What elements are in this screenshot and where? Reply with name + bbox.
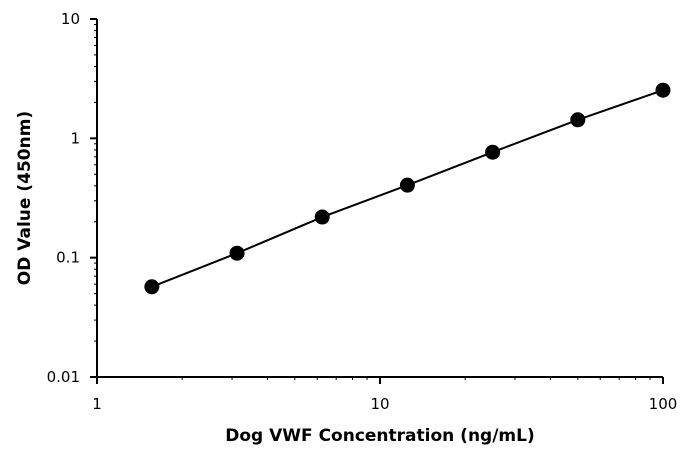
y-tick-label: 0.01	[47, 368, 80, 386]
x-tick-label: 100	[649, 395, 678, 413]
x-tick-label: 10	[370, 395, 389, 413]
y-axis-title: OD Value (450nm)	[15, 111, 35, 285]
data-point	[655, 82, 671, 98]
y-tick-label: 10	[61, 10, 80, 28]
data-point	[570, 112, 586, 128]
data-point	[399, 177, 415, 193]
x-axis-title: Dog VWF Concentration (ng/mL)	[225, 426, 535, 446]
y-ticks: 0.01 0.1 1 10	[47, 10, 97, 386]
x-tick-label: 1	[92, 395, 102, 413]
axes	[96, 19, 663, 378]
data-point	[229, 245, 245, 261]
x-ticks: 1 10 100	[92, 377, 677, 413]
y-tick-label: 1	[70, 129, 80, 147]
data-points	[144, 82, 671, 295]
data-point	[485, 144, 501, 160]
data-point	[144, 279, 160, 295]
y-tick-label: 0.1	[56, 249, 80, 267]
data-point	[314, 209, 330, 225]
